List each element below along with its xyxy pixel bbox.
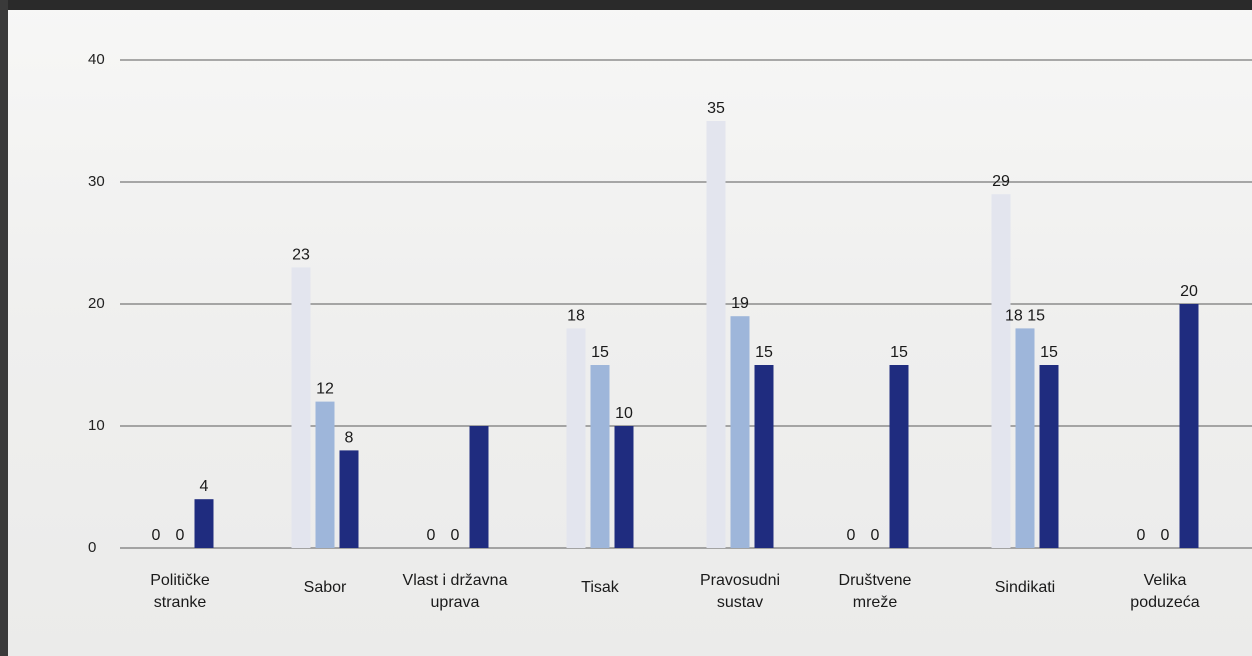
- category-label: Vlast i državna: [403, 572, 508, 589]
- data-label: 35: [707, 100, 725, 117]
- bar-series-2: [590, 365, 610, 548]
- data-label: 0: [847, 527, 856, 544]
- data-label: 0: [427, 527, 436, 544]
- bar-series-2: [730, 316, 750, 548]
- category-label: Sabor: [304, 579, 347, 596]
- bar-series-2: [315, 401, 335, 548]
- data-label: 15: [755, 344, 773, 361]
- bar-series-1: [291, 267, 311, 548]
- bar-series-3: [754, 365, 774, 548]
- category-label: mreže: [853, 594, 898, 611]
- data-label: 15: [890, 344, 908, 361]
- category-label: Sindikati: [995, 579, 1055, 596]
- data-label: 19: [731, 295, 749, 312]
- bar-series-3: [1039, 365, 1059, 548]
- category-label: poduzeća: [1130, 594, 1199, 611]
- data-label: 0: [176, 527, 185, 544]
- y-tick-label: 20: [88, 295, 105, 312]
- category-label: uprava: [431, 594, 480, 611]
- bar-series-1: [991, 194, 1011, 548]
- data-label: 23: [292, 246, 310, 263]
- data-label: 4: [200, 478, 209, 495]
- bar-series-3: [614, 426, 634, 548]
- category-label: Društvene: [839, 572, 912, 589]
- data-label: 29: [992, 173, 1010, 190]
- data-label: 0: [1161, 527, 1170, 544]
- photo-edge-top: [0, 0, 1252, 10]
- category-label: stranke: [154, 594, 207, 611]
- photo-edge-left: [0, 0, 8, 656]
- y-tick-label: 0: [88, 539, 96, 556]
- data-label: 10: [615, 405, 633, 422]
- bar-series-3: [469, 426, 489, 548]
- data-label: 18: [567, 307, 585, 324]
- y-tick-label: 40: [88, 51, 105, 68]
- data-label: 15: [1040, 344, 1058, 361]
- bar-series-3: [194, 499, 214, 548]
- category-label: Tisak: [581, 579, 620, 596]
- category-label: Političke: [150, 572, 210, 589]
- data-label: 0: [152, 527, 161, 544]
- category-label: Velika: [1144, 572, 1187, 589]
- data-label: 15: [591, 344, 609, 361]
- data-label: 12: [316, 381, 334, 398]
- y-tick-label: 30: [88, 173, 105, 190]
- bar-series-3: [1179, 304, 1199, 548]
- data-label: 20: [1180, 283, 1198, 300]
- y-tick-label: 10: [88, 417, 105, 434]
- bar-series-1: [706, 121, 726, 548]
- bar-series-1: [566, 328, 586, 548]
- data-label: 0: [871, 527, 880, 544]
- data-label: 8: [345, 429, 354, 446]
- category-label: sustav: [717, 594, 763, 611]
- data-label: 18 15: [1005, 307, 1045, 324]
- bar-series-3: [889, 365, 909, 548]
- bar-series-2: [1015, 328, 1035, 548]
- data-label: 0: [451, 527, 460, 544]
- data-label: 0: [1137, 527, 1146, 544]
- bar-series-3: [339, 450, 359, 548]
- category-label: Pravosudni: [700, 572, 780, 589]
